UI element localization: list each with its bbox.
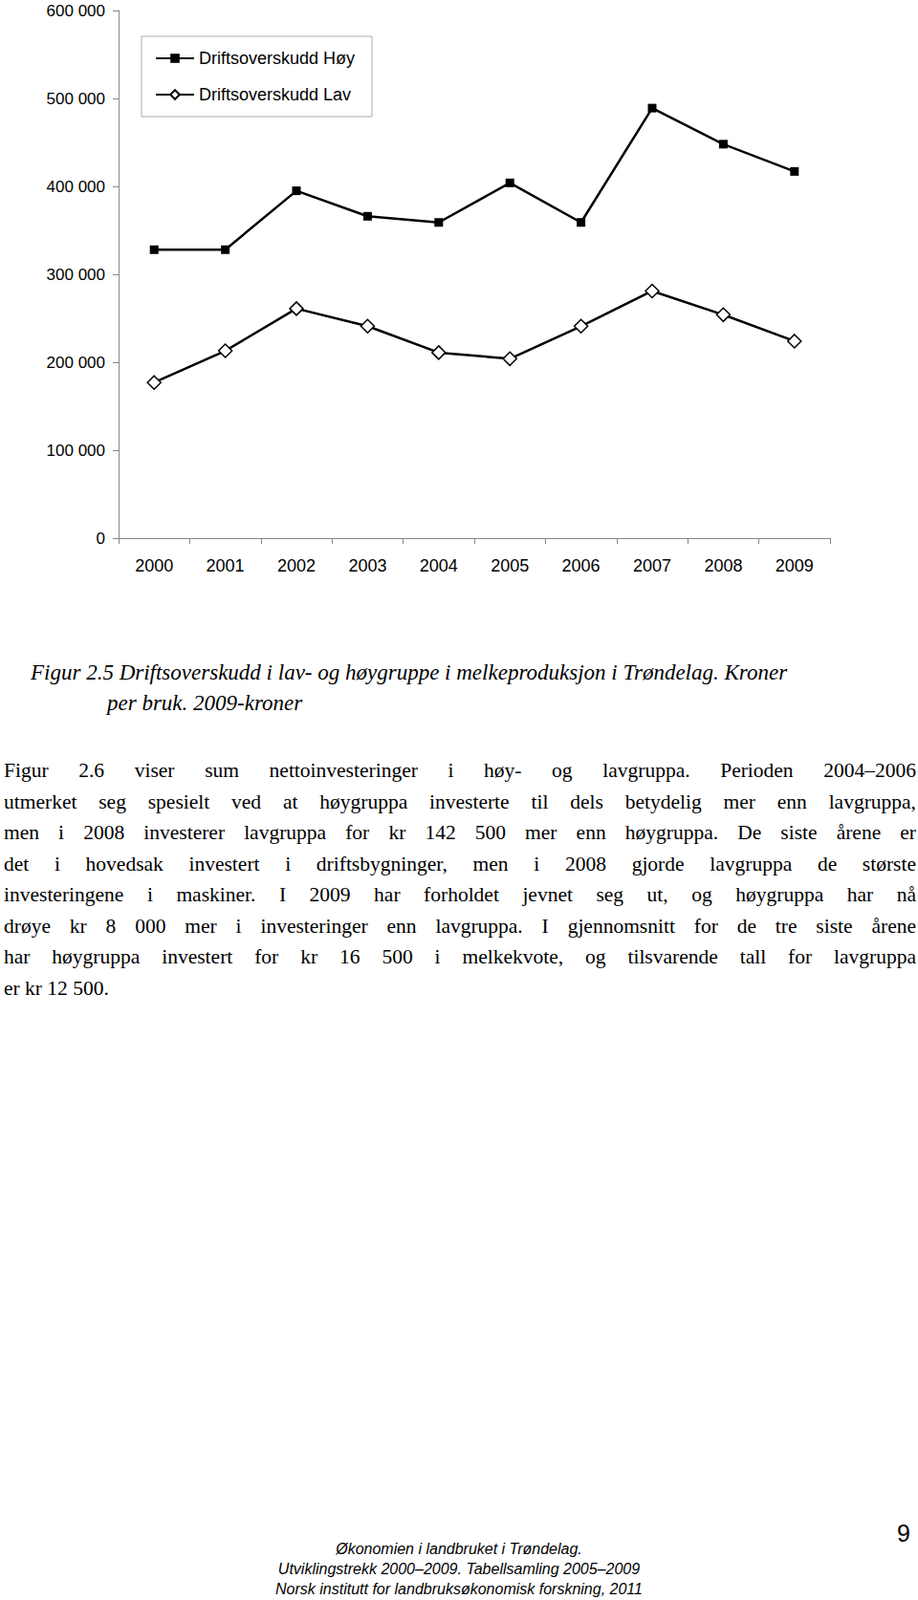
html-text:Figur 2.5 Driftsoverskudd i la: Figur 2.5 Driftsoverskudd i lav- og høyg… [30, 660, 788, 685]
html-text:utmerket seg spesielt ved at h: utmerket seg spesielt ved at høygruppa i… [3, 790, 917, 814]
html-text:Figur 2.6 viser sum nettoinves: Figur 2.6 viser sum nettoinvesteringer i… [3, 759, 917, 783]
svg-text:2009: 2009 [775, 556, 814, 576]
svg-text:200 000: 200 000 [46, 353, 106, 372]
svg-text:Driftsoverskudd Høy: Driftsoverskudd Høy [198, 48, 355, 68]
svg-text:100 000: 100 000 [46, 441, 106, 460]
html-text:9: 9 [896, 1520, 911, 1548]
svg-text:2000: 2000 [134, 556, 174, 576]
svg-text:500 000: 500 000 [46, 89, 106, 109]
svg-text:2007: 2007 [633, 556, 672, 576]
svg-text:2006: 2006 [562, 556, 601, 576]
svg-text:2003: 2003 [348, 556, 387, 576]
svg-text:300 000: 300 000 [46, 265, 106, 285]
svg-text:0: 0 [96, 529, 106, 548]
html-text:investeringene i maskiner. I 2: investeringene i maskiner. I 2009 har fo… [3, 883, 917, 907]
svg-text:2002: 2002 [277, 556, 316, 576]
html-text:per bruk. 2009-kroner: per bruk. 2009-kroner [107, 691, 303, 716]
svg-text:400 000: 400 000 [46, 177, 106, 197]
html-text:drøye kr 8 000 mer i investeri: drøye kr 8 000 mer i investeringer enn l… [3, 914, 917, 938]
html-text:Økonomien i landbruket i Trønd: Økonomien i landbruket i Trøndelag. [335, 1541, 583, 1558]
html-text:det i hovedsak investert i dri: det i hovedsak investert i driftsbygning… [3, 852, 917, 876]
svg-text:2005: 2005 [490, 556, 529, 576]
html-text:er kr 12 500.: er kr 12 500. [3, 976, 109, 1000]
svg-text:2008: 2008 [703, 556, 743, 576]
svg-text:Driftsoverskudd Lav: Driftsoverskudd Lav [198, 85, 351, 105]
html-text:Norsk institutt for landbruksø: Norsk institutt for landbruksøkonomisk f… [275, 1581, 643, 1598]
svg-text:600 000: 600 000 [46, 1, 106, 21]
html-text:har høygruppa investert for kr: har høygruppa investert for kr 16 500 i … [3, 945, 917, 969]
svg-text:2001: 2001 [206, 556, 245, 576]
html-text:Utviklingstrekk 2000–2009. Tab: Utviklingstrekk 2000–2009. Tabellsamling… [278, 1561, 640, 1578]
svg-text:2004: 2004 [419, 556, 459, 576]
html-text:men i 2008 investerer lavgrupp: men i 2008 investerer lavgruppa for kr 1… [3, 821, 917, 845]
